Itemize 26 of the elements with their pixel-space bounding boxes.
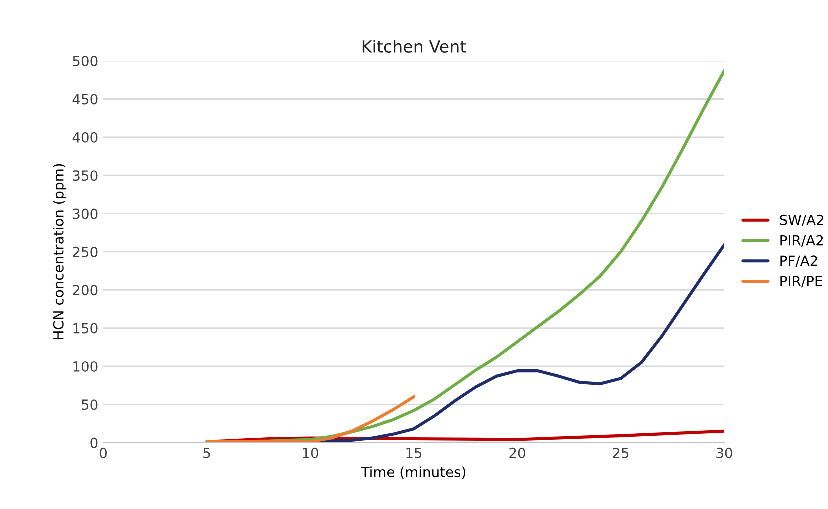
- y-tick-label: 450: [72, 94, 98, 105]
- y-tick-label: 200: [73, 285, 98, 296]
- line-series: [205, 395, 416, 443]
- y-tick-label: 100: [74, 361, 98, 372]
- legend-label: SW/A2: [780, 214, 824, 226]
- legend-label: PIR/A2: [780, 235, 824, 247]
- y-tick-label: 400: [72, 132, 98, 143]
- x-tick-label: 5: [204, 448, 210, 458]
- y-tick-label: 150: [74, 323, 98, 334]
- y-axis-title: HCN concentration (ppm): [53, 164, 67, 340]
- x-tick-label: 25: [613, 448, 629, 458]
- y-tick-label: 350: [73, 170, 98, 182]
- x-tick-label: 0: [100, 448, 107, 458]
- y-tick-label: 250: [73, 246, 98, 258]
- x-tick-label: 10: [303, 448, 318, 458]
- chart-title: Kitchen Vent: [362, 40, 466, 53]
- y-tick-label: 500: [73, 56, 98, 67]
- x-tick-label: 15: [406, 448, 422, 458]
- x-tick-label: 30: [716, 448, 732, 458]
- y-tick-label: 300: [73, 208, 98, 220]
- legend-label: PIR/PE: [780, 276, 822, 288]
- y-tick-label: 0: [90, 438, 98, 448]
- legend-label: PF/A2: [780, 256, 818, 268]
- y-tick-label: 50: [82, 400, 98, 410]
- x-tick-label: 20: [510, 448, 526, 458]
- x-axis-title: Time (minutes): [361, 466, 466, 480]
